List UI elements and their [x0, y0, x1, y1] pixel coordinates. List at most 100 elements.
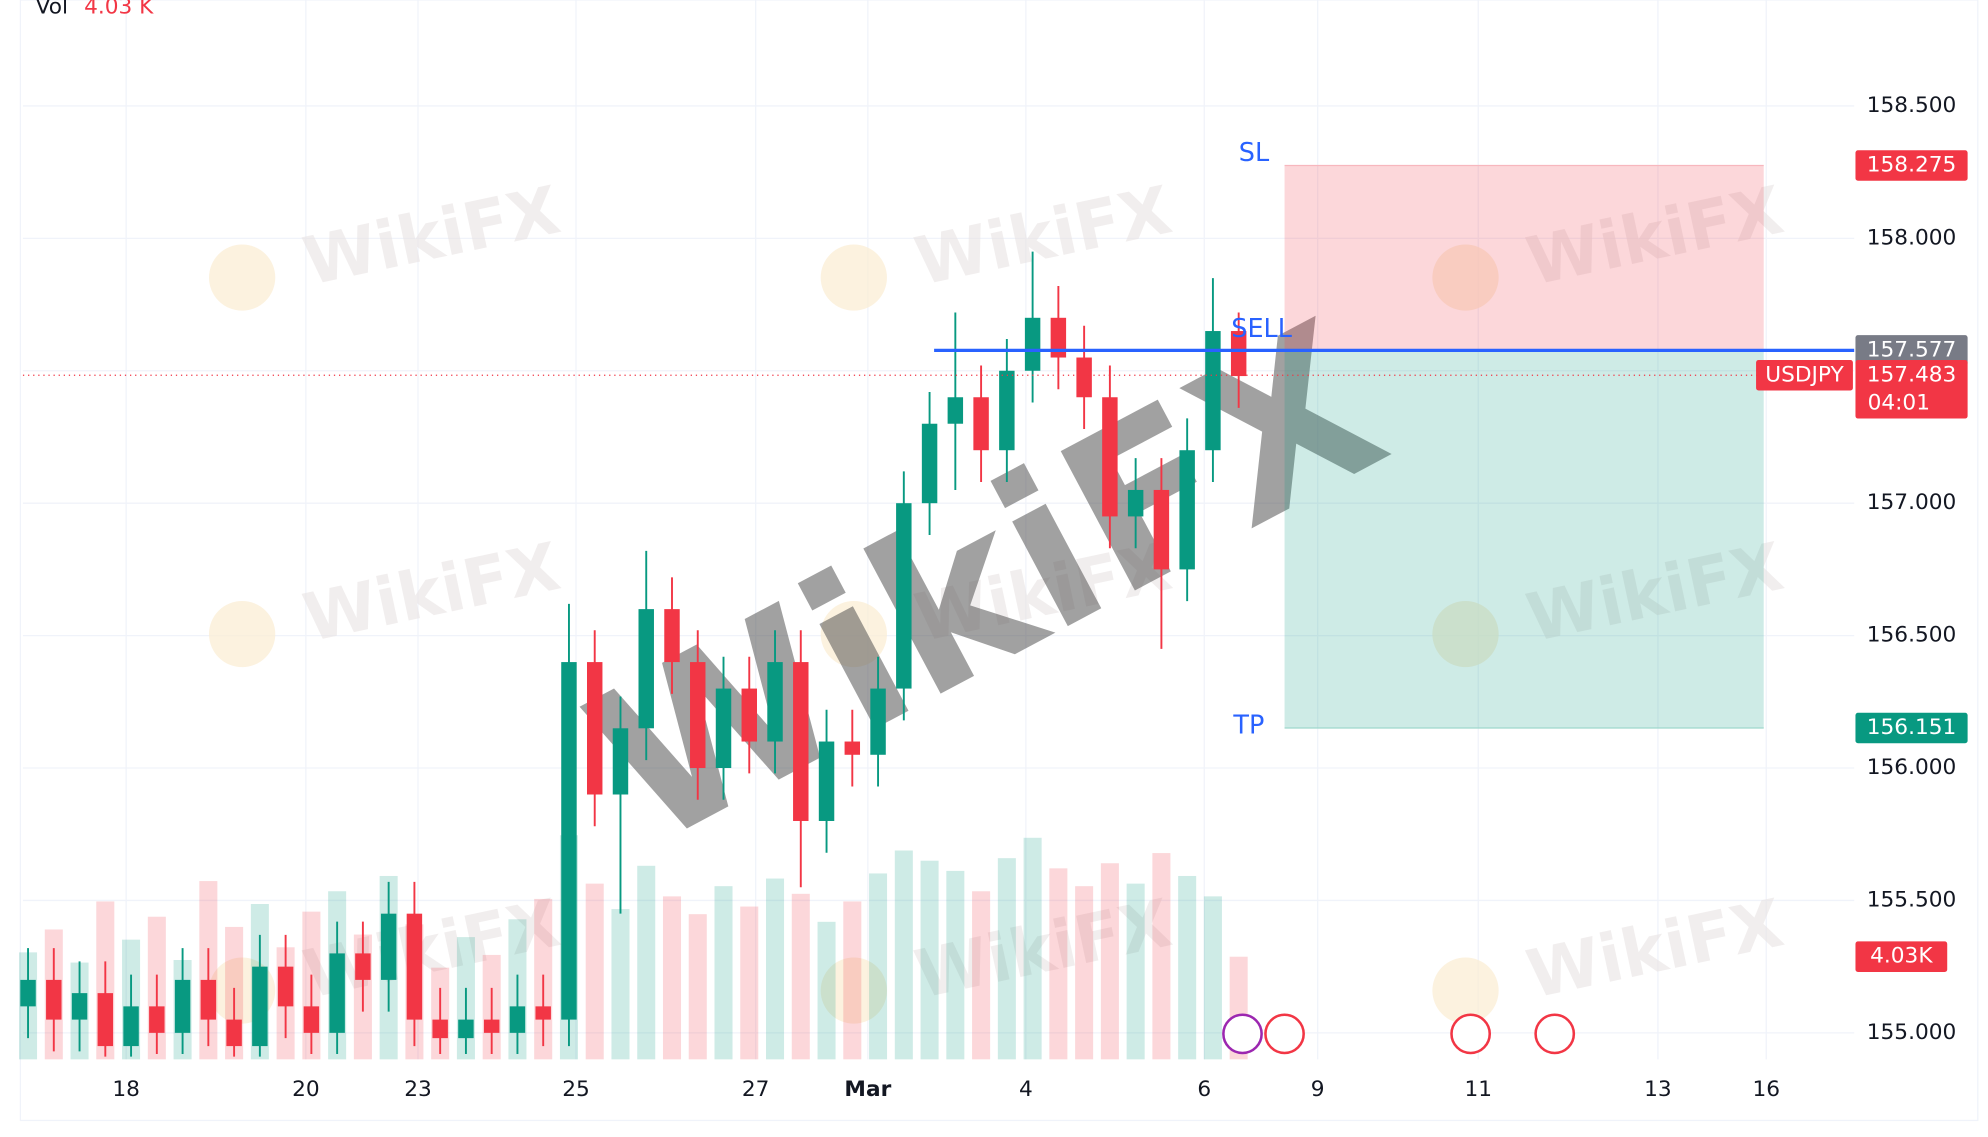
volume-bar [766, 878, 785, 1060]
candle-body [767, 662, 783, 742]
candle-body [97, 993, 114, 1047]
candle-body [1230, 331, 1247, 377]
candle-body [638, 609, 654, 729]
event-icon[interactable] [1450, 1013, 1491, 1055]
candle-body [1153, 489, 1170, 570]
x-tick-label: 27 [742, 1077, 770, 1102]
x-tick-label: 25 [562, 1077, 590, 1102]
watermark-logo [208, 600, 276, 668]
volume-bar [894, 850, 913, 1060]
watermark-logo [820, 957, 887, 1024]
event-icon[interactable] [1222, 1013, 1263, 1055]
candle-body [1050, 317, 1067, 358]
candle-body [664, 609, 680, 663]
candle-body [896, 503, 912, 689]
candle-body [277, 966, 294, 1007]
tp-price-tag-box [1855, 712, 1968, 744]
x-tick-label: 6 [1197, 1077, 1211, 1102]
volume-bar [920, 860, 939, 1060]
watermark-logo [1432, 600, 1499, 668]
volume-bar [1023, 837, 1042, 1060]
volume-tag-box [1855, 941, 1948, 972]
volume-tag: 4.03K [1870, 944, 1933, 969]
x-tick-label: 11 [1464, 1077, 1492, 1102]
x-tick-label: 20 [292, 1077, 320, 1102]
candle-body [921, 423, 938, 504]
candle-body [1076, 357, 1092, 398]
candle-body [432, 1019, 448, 1039]
candle-body [715, 688, 732, 769]
y-tick-label: 155.000 [1867, 1020, 1957, 1045]
watermark-logo [820, 600, 887, 668]
candle-body [71, 993, 88, 1020]
volume-bar [997, 858, 1016, 1060]
take-profit-zone [1284, 350, 1764, 729]
candle-body [741, 688, 757, 742]
y-tick-label: 156.000 [1867, 755, 1957, 780]
candle-body [174, 979, 191, 1033]
watermark-logo [1432, 244, 1499, 311]
tp-label: TP [1232, 711, 1264, 741]
volume-bar [611, 909, 630, 1060]
candle-body [612, 728, 629, 795]
candle-body [818, 741, 835, 821]
volume-bar [1178, 875, 1197, 1060]
candle-body [561, 662, 577, 1020]
volume-bar [946, 870, 965, 1060]
sl-label: SL [1239, 138, 1270, 168]
volume-bar [1152, 853, 1171, 1060]
candle-body [406, 913, 423, 1020]
watermark-logo [208, 244, 276, 311]
volume-bar [1075, 886, 1094, 1060]
candle-body [844, 741, 861, 755]
x-tick-label: 18 [112, 1077, 140, 1102]
candle-body [586, 662, 603, 795]
candle-body [303, 1006, 320, 1033]
volume-bar [1049, 868, 1068, 1060]
candle-body [1205, 331, 1221, 451]
event-icon[interactable] [1264, 1013, 1305, 1055]
candle-body [535, 1006, 551, 1020]
volume-bar [714, 886, 733, 1060]
volume-bar [662, 896, 682, 1060]
x-tick-label: 9 [1311, 1077, 1325, 1102]
volume-bar [637, 865, 656, 1060]
candle-body [870, 688, 886, 755]
y-tick-label: 158.000 [1867, 225, 1957, 250]
event-icons[interactable] [1222, 1013, 1576, 1055]
candle-body [20, 979, 36, 1007]
candle-body [1179, 450, 1195, 570]
candle-body [483, 1019, 500, 1033]
candle-body [973, 397, 989, 451]
candle-body [1127, 489, 1144, 517]
candle-body [252, 966, 268, 1047]
candle-body [999, 370, 1015, 451]
volume-bar [1126, 883, 1145, 1060]
event-icon[interactable] [1534, 1013, 1576, 1055]
candle-body [793, 662, 809, 821]
y-tick-label: 155.500 [1867, 887, 1957, 912]
x-tick-label: 13 [1644, 1077, 1672, 1102]
volume-bar [791, 893, 810, 1060]
symbol-tag-box [1756, 359, 1853, 391]
candle-body [200, 979, 217, 1020]
entry-price-tag-box [1855, 335, 1968, 366]
symbol-tag: USDJPY [1765, 362, 1844, 387]
candle-body [509, 1006, 526, 1033]
candle-body [458, 1019, 474, 1039]
y-tick-label: 158.500 [1867, 93, 1957, 118]
candle-body [380, 913, 397, 980]
sl-price-tag: 158.275 [1867, 153, 1957, 178]
candle-body [1024, 317, 1041, 371]
entry-label: SELL [1231, 314, 1292, 344]
volume-bar [972, 891, 991, 1060]
candle-body [355, 953, 371, 980]
volume-bar [740, 906, 759, 1060]
x-tick-label: 23 [404, 1077, 432, 1102]
last-price-tag: 157.483 [1867, 362, 1957, 387]
candle-body [1102, 397, 1118, 517]
chart-frame [19, 0, 1979, 1122]
y-tick-label: 157.000 [1867, 490, 1957, 515]
